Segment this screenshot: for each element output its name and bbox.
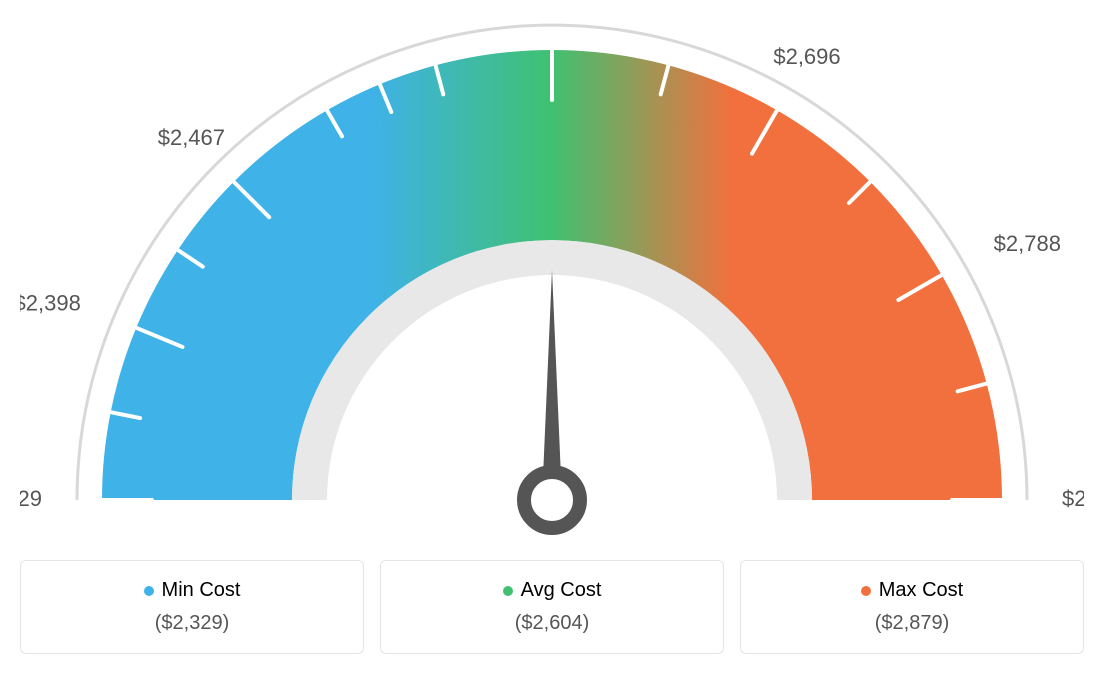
dot-min-icon <box>144 586 154 596</box>
gauge-tick-label: $2,398 <box>20 291 81 316</box>
legend-min-card: Min Cost ($2,329) <box>20 560 364 654</box>
gauge-tick-label: $2,329 <box>20 486 42 511</box>
gauge-tick-label: $2,879 <box>1062 486 1084 511</box>
legend-max-card: Max Cost ($2,879) <box>740 560 1084 654</box>
dot-max-icon <box>861 586 871 596</box>
gauge-svg: $2,329$2,398$2,467$2,604$2,696$2,788$2,8… <box>20 20 1084 550</box>
legend-avg-label: Avg Cost <box>521 579 602 602</box>
legend-row: Min Cost ($2,329) Avg Cost ($2,604) Max … <box>20 560 1084 654</box>
legend-max-label: Max Cost <box>879 579 963 602</box>
dot-avg-icon <box>503 586 513 596</box>
gauge-tick-label: $2,788 <box>994 231 1061 256</box>
legend-max-title: Max Cost <box>861 579 963 602</box>
legend-max-value: ($2,879) <box>753 612 1071 635</box>
gauge-tick-label: $2,467 <box>158 125 225 150</box>
legend-min-label: Min Cost <box>162 579 241 602</box>
legend-min-value: ($2,329) <box>33 612 351 635</box>
gauge-tick-label: $2,696 <box>773 44 840 69</box>
cost-gauge-chart: $2,329$2,398$2,467$2,604$2,696$2,788$2,8… <box>20 20 1084 654</box>
legend-avg-title: Avg Cost <box>503 579 602 602</box>
gauge-area: $2,329$2,398$2,467$2,604$2,696$2,788$2,8… <box>20 20 1084 550</box>
legend-avg-card: Avg Cost ($2,604) <box>380 560 724 654</box>
legend-avg-value: ($2,604) <box>393 612 711 635</box>
legend-min-title: Min Cost <box>144 579 241 602</box>
